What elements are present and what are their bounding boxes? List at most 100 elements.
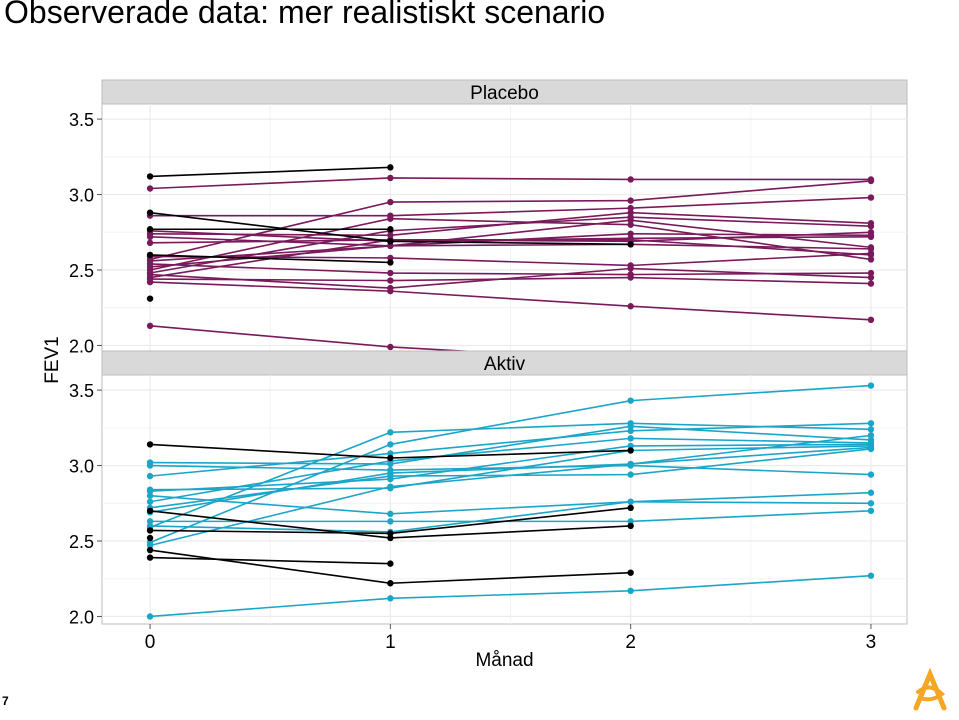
- y-tick-label: 2.0: [69, 336, 94, 356]
- y-tick-label: 3.0: [69, 186, 94, 206]
- dropout-point: [387, 530, 394, 537]
- completer-point: [387, 510, 394, 518]
- completer-point: [387, 287, 394, 295]
- logo-stroke-2: [916, 685, 945, 702]
- dropout-point: [146, 209, 154, 216]
- y-tick-label: 3.5: [69, 381, 94, 401]
- completer-line: [150, 281, 872, 321]
- completer-point: [146, 278, 154, 286]
- completer-point: [387, 469, 394, 477]
- dropout-point: [627, 447, 634, 454]
- completer-point: [146, 522, 154, 530]
- completer-point: [867, 280, 875, 287]
- completer-line: [150, 196, 871, 217]
- dropout-point: [387, 454, 394, 462]
- completer-line: [150, 177, 871, 190]
- dropout-point: [146, 226, 154, 233]
- completer-point: [627, 442, 634, 450]
- dropout-point: [146, 546, 154, 554]
- facet-strip: [101, 350, 908, 376]
- completer-point: [627, 587, 634, 594]
- completer-line: [150, 263, 871, 276]
- completer-point: [146, 274, 154, 281]
- completer-point: [387, 232, 394, 239]
- facet-label: Aktiv: [484, 354, 526, 375]
- x-tick-label: 1: [385, 632, 396, 653]
- y-tick-label: 3.5: [69, 110, 94, 130]
- dropout-point: [627, 504, 634, 511]
- dropout-point: [387, 238, 394, 245]
- completer-point: [627, 204, 634, 212]
- completer-point: [627, 460, 634, 468]
- completer-point: [627, 209, 634, 216]
- completer-point: [146, 257, 154, 265]
- y-tick-label: 2.5: [69, 532, 94, 552]
- dropout-point: [387, 226, 394, 233]
- completer-line: [149, 437, 871, 503]
- x-tick-label: 0: [145, 632, 156, 653]
- completer-line: [149, 491, 871, 515]
- completer-point: [387, 450, 394, 457]
- completer-point: [867, 194, 875, 201]
- completer-line: [150, 500, 871, 533]
- dropout-point: [146, 441, 154, 448]
- completer-point: [146, 472, 154, 480]
- completer-point: [387, 518, 394, 525]
- completer-point: [146, 239, 154, 247]
- completer-point: [146, 492, 154, 499]
- completer-point: [387, 215, 394, 222]
- completer-point: [387, 429, 394, 436]
- completer-point: [867, 420, 875, 427]
- page-number: 7: [2, 694, 9, 708]
- completer-point: [146, 263, 154, 271]
- dropout-point: [627, 241, 634, 248]
- completer-point: [867, 256, 875, 263]
- dropout-point: [146, 534, 154, 542]
- completer-point: [146, 488, 154, 495]
- completer-point: [627, 197, 634, 204]
- completer-point: [627, 271, 634, 278]
- completer-point: [387, 198, 394, 206]
- completer-point: [387, 277, 394, 284]
- completer-point: [867, 269, 875, 277]
- dropout-line: [150, 254, 391, 264]
- completer-point: [627, 176, 634, 183]
- completer-point: [387, 441, 394, 448]
- completer-point: [867, 274, 875, 281]
- completer-point: [867, 444, 875, 451]
- completer-line: [150, 443, 871, 492]
- completer-point: [627, 262, 634, 269]
- completer-point: [146, 322, 154, 330]
- completer-line: [150, 211, 871, 237]
- completer-point: [867, 426, 875, 433]
- completer-point: [867, 471, 875, 478]
- completer-point: [627, 427, 634, 435]
- completer-point: [867, 507, 875, 515]
- dropout-point: [146, 295, 154, 302]
- completer-point: [146, 462, 154, 469]
- completer-point: [867, 572, 875, 579]
- completer-line: [150, 229, 871, 243]
- completer-point: [146, 613, 154, 620]
- dropout-point: [146, 507, 154, 515]
- dropout-point: [387, 534, 394, 542]
- x-tick-label: 2: [625, 632, 636, 653]
- x-axis-title: Månad: [475, 650, 533, 671]
- completer-point: [867, 245, 875, 253]
- completer-point: [387, 269, 394, 277]
- facet-label: Placebo: [470, 83, 539, 104]
- completer-line: [149, 446, 872, 514]
- dropout-point: [387, 164, 394, 171]
- completer-point: [627, 221, 634, 228]
- dropout-point: [387, 259, 394, 266]
- dropout-line: [150, 556, 391, 565]
- facet-strip: [101, 79, 908, 105]
- completer-point: [627, 498, 634, 505]
- completer-point: [867, 176, 875, 183]
- dropout-point: [387, 560, 394, 567]
- completer-point: [867, 382, 875, 389]
- dropout-point: [146, 527, 154, 534]
- company-logo-icon: [913, 668, 947, 711]
- completer-point: [387, 595, 394, 602]
